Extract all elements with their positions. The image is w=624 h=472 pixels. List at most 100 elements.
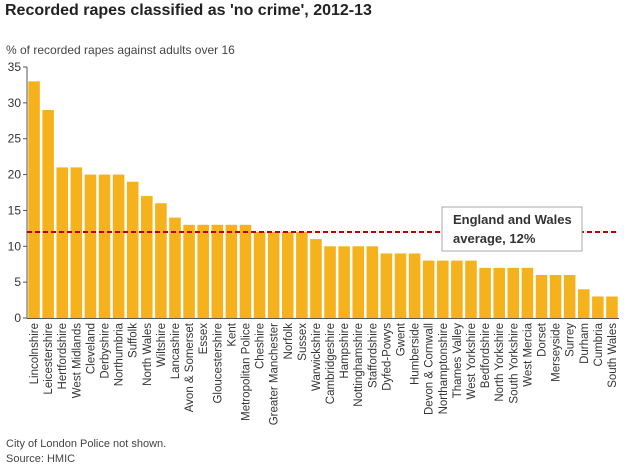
x-tick-label: Greater Manchester [269, 323, 281, 425]
average-label-line2: average, 12% [453, 231, 536, 246]
bar [408, 253, 421, 318]
x-tick-label: Cambridgeshire [325, 323, 337, 404]
bar [577, 289, 590, 318]
x-tick-label: Wiltshire [156, 323, 168, 367]
x-tick-label: Kent [226, 322, 238, 346]
x-tick-label: Lancashire [170, 323, 182, 379]
x-tick-label: Gloucestershire [212, 323, 224, 404]
bar [451, 260, 463, 318]
x-tick-label: Sussex [297, 323, 309, 361]
x-tick-label: West Yorkshire [466, 323, 478, 400]
average-callout-box [441, 206, 583, 252]
x-tick-label: Thames Valley [452, 323, 464, 398]
bar [281, 231, 294, 318]
x-tick-label: Dorset [536, 322, 548, 357]
y-tick-label: 20 [8, 168, 22, 182]
bar [535, 274, 548, 318]
bar [563, 274, 576, 318]
average-label-line1: England and Wales [453, 212, 572, 227]
y-tick-label: 15 [8, 203, 22, 217]
bars [28, 81, 618, 319]
bar [437, 260, 449, 318]
x-axis-labels: Lincolnshire Leicestershire Hertfordshire W… [29, 322, 619, 425]
x-tick-label: Northamptonshire [438, 323, 450, 414]
x-tick-label: West Midlands [71, 323, 83, 398]
x-tick-label: Gwent [396, 322, 408, 356]
x-tick-label: North Yorkshire [494, 323, 506, 402]
x-tick-label: Metropolitan Police [240, 323, 252, 421]
chart-subtitle: % of recorded rapes against adults over … [6, 43, 235, 57]
bar [169, 217, 181, 318]
bar [479, 267, 491, 318]
x-tick-label: Warwickshire [311, 323, 323, 391]
x-tick-label: Cheshire [255, 323, 267, 369]
x-tick-label: North Wales [142, 323, 154, 386]
x-tick-label: Hampshire [339, 323, 351, 379]
bar [521, 267, 534, 318]
y-tick-label: 30 [8, 96, 22, 110]
bar [141, 196, 153, 318]
bar [592, 296, 604, 318]
y-tick-label: 35 [8, 60, 22, 74]
bar [183, 224, 195, 318]
bar [394, 253, 407, 318]
x-tick-label: Cumbria [593, 322, 605, 366]
x-tick-label: South Wales [607, 323, 619, 388]
x-tick-label: Derbyshire [100, 323, 112, 379]
bar [197, 224, 209, 318]
y-tick-label: 0 [14, 311, 21, 325]
average-callout: England and Wales average, 12% [441, 206, 583, 252]
bar [225, 224, 238, 318]
x-tick-label: Dyfed-Powys [381, 323, 393, 391]
x-tick-label: Nottinghamshire [353, 323, 365, 407]
x-tick-label: Northumbria [114, 322, 126, 386]
x-tick-label: Hertfordshire [57, 323, 69, 389]
x-tick-label: Cleveland [85, 323, 97, 374]
bar [112, 174, 125, 318]
bar [324, 246, 336, 318]
x-tick-label: Surrey [565, 323, 577, 357]
bar [267, 231, 280, 318]
bar [338, 246, 350, 318]
x-tick-label: Merseyside [551, 323, 563, 382]
bar [366, 246, 379, 318]
x-tick-label: West Mercia [522, 322, 534, 386]
x-tick-label: Durham [579, 323, 591, 364]
bar [84, 174, 97, 318]
bar [493, 267, 505, 318]
y-tick-label: 25 [8, 132, 22, 146]
y-tick-label: 10 [8, 239, 22, 253]
x-tick-label: Essex [198, 323, 210, 355]
x-tick-label: Suffolk [128, 323, 140, 358]
bar [239, 224, 252, 318]
x-tick-label: Lincolnshire [29, 323, 41, 384]
source-note: Source: HMIC [6, 453, 76, 465]
bar [549, 274, 562, 318]
x-tick-label: Devon & Cornwall [424, 323, 436, 415]
x-tick-label: Staffordshire [367, 323, 379, 388]
bar [126, 181, 139, 318]
bar [155, 203, 167, 318]
x-tick-label: South Yorkshire [508, 323, 520, 404]
chart-title: Recorded rapes classified as 'no crime',… [5, 2, 372, 19]
bar [465, 260, 477, 318]
footnote: City of London Police not shown. [6, 438, 167, 450]
y-axis: 0 5 10 15 20 25 30 35 [8, 60, 619, 325]
bar [352, 246, 365, 318]
x-tick-label: Humberside [410, 323, 422, 385]
bar-chart: 0 5 10 15 20 25 30 35 Lincolnshire Leicestershir… [8, 60, 619, 425]
bar [296, 231, 308, 318]
x-tick-label: Norfolk [283, 323, 295, 360]
x-tick-label: Avon & Somerset [184, 322, 196, 412]
x-tick-label: Leicestershire [43, 323, 55, 395]
y-tick-label: 5 [14, 275, 21, 289]
bar [253, 231, 266, 318]
bar [422, 260, 435, 318]
bar [56, 167, 69, 318]
bar [507, 267, 520, 318]
bar [380, 253, 393, 318]
bar [606, 296, 618, 318]
bar [310, 239, 322, 318]
x-tick-label: Bedfordshire [480, 323, 492, 388]
bar [98, 174, 111, 318]
